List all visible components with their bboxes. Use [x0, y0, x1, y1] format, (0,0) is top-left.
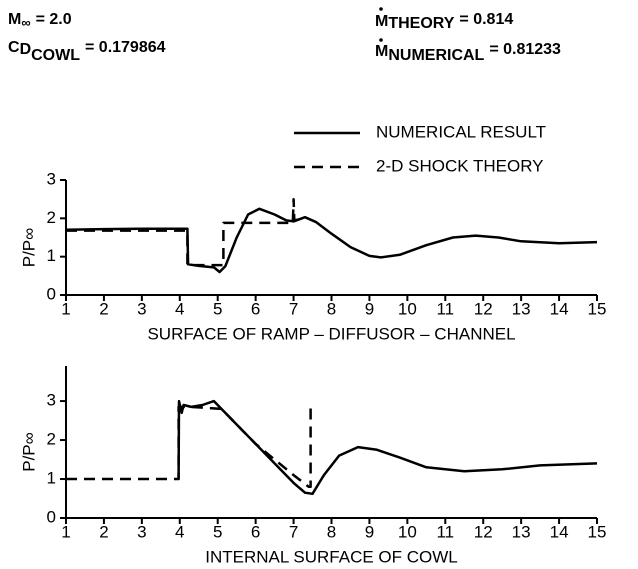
symbol: M [375, 13, 388, 30]
y-tick-label: 0 [47, 284, 56, 303]
x-tick-label: 11 [436, 299, 454, 318]
x-tick-label: 15 [588, 522, 607, 541]
subscript: D [20, 41, 32, 58]
subscript: NUMERICAL [388, 47, 484, 64]
subscript: ∞ [21, 15, 30, 30]
x-tick-label: 9 [365, 522, 374, 541]
series-line [66, 197, 306, 267]
y-tick-label: 1 [47, 469, 56, 488]
x-tick-label: 13 [512, 299, 531, 318]
x-tick-label: 11 [436, 522, 454, 541]
subscript: THEORY [388, 15, 454, 32]
x-tick-label: 12 [474, 299, 493, 318]
subsubscript: COWL [31, 47, 80, 64]
value: = 0.179864 [85, 39, 166, 56]
symbol: M [8, 11, 21, 28]
x-tick-label: 3 [137, 522, 146, 541]
y-tick-label: 0 [47, 507, 56, 526]
y-tick-label: 3 [47, 169, 56, 188]
x-tick-label: 6 [251, 299, 260, 318]
legend-label: 2-D SHOCK THEORY [376, 156, 544, 175]
x-tick-label: 7 [289, 299, 298, 318]
dot [379, 38, 383, 42]
x-tick-label: 9 [365, 299, 374, 318]
x-tick-label: 8 [327, 299, 336, 318]
x-tick-label: 8 [327, 522, 336, 541]
x-tick-label: 6 [251, 522, 260, 541]
x-tick-label: 1 [61, 299, 70, 318]
legend-label: NUMERICAL RESULT [376, 122, 546, 141]
x-tick-label: 2 [99, 522, 108, 541]
x-tick-label: 14 [550, 299, 569, 318]
y-tick-label: 1 [47, 246, 56, 265]
cd-label: CDCOWL = 0.179864 [8, 39, 166, 64]
series-line [65, 207, 598, 274]
y-tick-label: 2 [47, 430, 56, 449]
x-tick-label: 5 [213, 522, 222, 541]
x-tick-label: 10 [398, 522, 417, 541]
value: = 2.0 [36, 11, 72, 28]
mach-label: M∞ = 2.0 [8, 11, 72, 30]
x-tick-label: 5 [213, 299, 222, 318]
series-line [177, 399, 598, 496]
x-tick-label: 1 [61, 522, 70, 541]
dot [379, 7, 383, 11]
x-tick-label: 2 [99, 299, 108, 318]
y-tick-label: 3 [47, 391, 56, 410]
x-axis-label: SURFACE OF RAMP – DIFFUSOR – CHANNEL [147, 324, 515, 343]
x-tick-label: 15 [588, 299, 607, 318]
value: = 0.814 [459, 11, 513, 28]
series-line [66, 403, 312, 489]
y-axis-label: P/P∞ [19, 432, 38, 472]
x-tick-label: 10 [398, 299, 417, 318]
x-tick-label: 4 [175, 299, 184, 318]
symbol: M [375, 43, 388, 60]
x-tick-label: 7 [289, 522, 298, 541]
mtheory-label: MTHEORY = 0.814 [375, 11, 513, 32]
x-tick-label: 3 [137, 299, 146, 318]
mnum-label: MNUMERICAL = 0.81233 [375, 41, 561, 64]
y-tick-label: 2 [47, 208, 56, 227]
x-tick-label: 4 [175, 522, 184, 541]
x-tick-label: 14 [550, 522, 569, 541]
value: = 0.81233 [489, 41, 561, 58]
x-axis-label: INTERNAL SURFACE OF COWL [205, 547, 458, 566]
y-axis-label: P/P∞ [19, 228, 38, 268]
x-tick-label: 12 [474, 522, 493, 541]
x-tick-label: 13 [512, 522, 531, 541]
symbol: C [8, 39, 20, 56]
